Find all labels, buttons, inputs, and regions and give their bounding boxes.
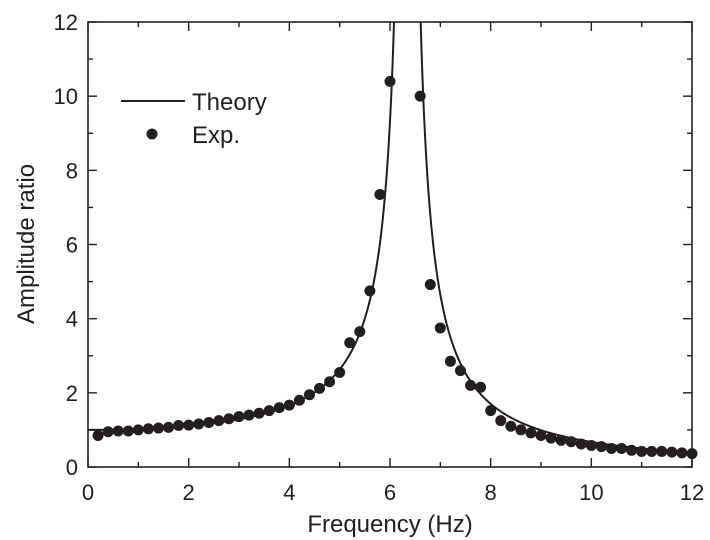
series-line-theory (88, 22, 692, 454)
data-point (424, 279, 436, 291)
data-point (575, 438, 587, 450)
data-point (273, 402, 285, 414)
data-point (213, 415, 225, 427)
x-axis-title: Frequency (Hz) (307, 511, 472, 538)
x-tick-label: 10 (579, 480, 603, 505)
data-point (233, 411, 245, 423)
data-point (354, 326, 366, 338)
data-point (485, 405, 497, 417)
data-point (495, 415, 507, 427)
data-point (364, 285, 376, 297)
data-point (253, 407, 265, 419)
y-tick-label: 10 (54, 84, 78, 109)
data-point (102, 426, 114, 438)
data-point (585, 439, 597, 451)
data-point (595, 441, 607, 453)
x-tick-label: 4 (283, 480, 295, 505)
x-tick-label: 12 (680, 480, 704, 505)
data-point (454, 365, 466, 377)
data-point (132, 424, 144, 436)
data-point (303, 389, 315, 401)
data-point (646, 445, 658, 457)
x-tick-label: 0 (82, 480, 94, 505)
data-point (152, 422, 164, 434)
data-point (142, 423, 154, 435)
data-point (434, 322, 446, 334)
data-point (676, 447, 688, 459)
data-point (515, 424, 527, 436)
axis-ticks (87, 21, 693, 468)
y-tick-labels: 0 2 4 6 8 10 12 (54, 10, 78, 480)
y-tick-label: 8 (66, 158, 78, 183)
x-tick-label: 8 (485, 480, 497, 505)
legend-label-exp: Exp. (192, 122, 240, 149)
data-point (344, 337, 356, 349)
data-point (122, 425, 134, 437)
x-tick-label: 2 (183, 480, 195, 505)
data-point (283, 399, 295, 411)
y-axis-title: Amplitude ratio (13, 164, 40, 324)
legend-label-theory: Theory (192, 89, 267, 116)
x-tick-labels: 0 2 4 6 8 10 12 (82, 480, 704, 505)
data-point (636, 445, 648, 457)
data-point (263, 405, 275, 417)
data-point (666, 446, 678, 458)
data-point (616, 442, 628, 454)
data-point (656, 445, 668, 457)
y-tick-label: 2 (66, 381, 78, 406)
data-point (414, 90, 426, 102)
data-point (535, 429, 547, 441)
data-point (555, 434, 567, 446)
data-point (314, 382, 326, 394)
plot-frame (87, 21, 693, 468)
y-tick-label: 6 (66, 233, 78, 258)
data-point (223, 413, 235, 425)
data-point (193, 418, 205, 430)
data-point (163, 421, 175, 433)
data-point (545, 432, 557, 444)
data-point (525, 427, 537, 439)
data-point (334, 366, 346, 378)
data-point (243, 409, 255, 421)
data-point (324, 376, 336, 388)
legend: Theory Exp. (121, 89, 267, 149)
y-tick-label: 0 (66, 455, 78, 480)
x-tick-label: 6 (384, 480, 396, 505)
data-point (293, 394, 305, 406)
data-point (505, 420, 517, 432)
data-point (605, 442, 617, 454)
legend-marker-swatch (146, 128, 158, 140)
data-point (173, 419, 185, 431)
data-point (92, 429, 104, 441)
data-point (203, 417, 215, 428)
data-point (112, 425, 124, 437)
data-point (565, 436, 577, 448)
data-point (384, 75, 396, 87)
data-point (374, 188, 386, 200)
data-point (626, 444, 638, 456)
series-points-exp (92, 75, 698, 460)
data-point (183, 419, 195, 431)
data-point (444, 355, 456, 367)
data-point (475, 381, 487, 393)
data-point (465, 379, 477, 391)
y-tick-label: 4 (66, 307, 78, 332)
y-tick-label: 12 (54, 10, 78, 35)
